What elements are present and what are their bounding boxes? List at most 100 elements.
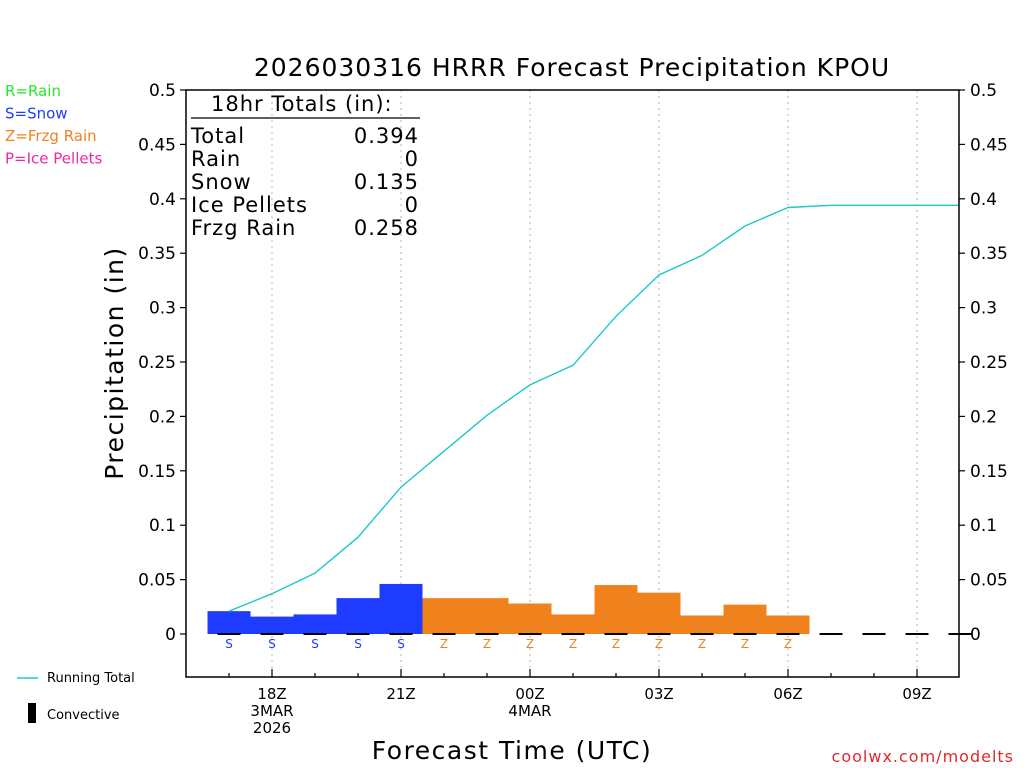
y-axis-left: 0 0.05 0.1 0.15 0.2 0.25 0.3 0.35 0.4 0.45 0.5 bbox=[138, 81, 186, 645]
type-legend-item: Z=Frzg Rain bbox=[5, 127, 97, 145]
precip-type-letter: Z bbox=[741, 637, 749, 651]
precip-type-letter: Z bbox=[483, 637, 491, 651]
totals-header: 18hr Totals (in): bbox=[211, 92, 393, 116]
x-tick-label: 06Z bbox=[773, 685, 802, 703]
totals-row-value: 0 bbox=[405, 193, 419, 217]
convective-bar bbox=[432, 633, 456, 635]
x-tick-label: 21Z bbox=[386, 685, 415, 703]
convective-bar bbox=[346, 633, 370, 635]
y-tick-label-right: 0.4 bbox=[970, 190, 997, 210]
y-tick-label-right: 0.1 bbox=[970, 516, 997, 536]
type-legend-item: S=Snow bbox=[5, 105, 68, 123]
convective-legend-label: Convective bbox=[47, 708, 120, 723]
y-tick-label-left: 0.15 bbox=[138, 462, 176, 482]
precip-bar bbox=[207, 611, 251, 634]
x-tick-label: 4MAR bbox=[508, 702, 551, 720]
precip-bar bbox=[594, 585, 638, 634]
convective-bar bbox=[647, 633, 671, 635]
type-legend-item: P=Ice Pellets bbox=[5, 150, 102, 168]
y-tick-label-right: 0.35 bbox=[970, 244, 1008, 264]
precip-bar bbox=[422, 598, 466, 634]
x-axis-label: Forecast Time (UTC) bbox=[372, 736, 652, 765]
y-tick-label-left: 0.3 bbox=[149, 299, 176, 319]
precip-type-letter: Z bbox=[612, 637, 620, 651]
grid-lines bbox=[271, 90, 918, 677]
y-tick-label-right: 0.05 bbox=[970, 571, 1008, 591]
convective-bar bbox=[217, 633, 241, 635]
convective-bar bbox=[389, 633, 413, 635]
convective-bars bbox=[217, 633, 972, 635]
totals-row-label: Snow bbox=[191, 170, 252, 194]
precip-bar bbox=[336, 598, 380, 634]
y-tick-label-left: 0.05 bbox=[138, 571, 176, 591]
convective-legend-swatch bbox=[28, 703, 36, 723]
precip-type-letter: Z bbox=[440, 637, 448, 651]
convective-bar bbox=[690, 633, 714, 635]
totals-row-label: Ice Pellets bbox=[191, 193, 308, 217]
totals-row-label: Rain bbox=[191, 147, 241, 171]
precip-type-letter: S bbox=[225, 637, 233, 651]
x-tick-label: 3MAR bbox=[250, 702, 293, 720]
x-tick-label: 00Z bbox=[515, 685, 544, 703]
precip-bar bbox=[680, 615, 724, 634]
y-tick-label-right: 0.45 bbox=[970, 135, 1008, 155]
x-tick-label: 03Z bbox=[644, 685, 673, 703]
convective-bar bbox=[776, 633, 800, 635]
convective-bar bbox=[905, 633, 929, 635]
type-legend-item: R=Rain bbox=[5, 82, 61, 100]
precip-bar bbox=[723, 604, 767, 634]
running-total-line bbox=[228, 204, 959, 612]
precip-bar bbox=[465, 598, 509, 634]
totals-rows: Total 0.394 Rain 0 Snow 0.135 Ice Pellets 0 Frzg… bbox=[190, 124, 419, 240]
precip-bar bbox=[508, 603, 552, 634]
chart-title: 2026030316 HRRR Forecast Precipitation K… bbox=[254, 53, 890, 82]
precip-bar bbox=[637, 592, 681, 634]
convective-bar bbox=[862, 633, 886, 635]
y-tick-label-left: 0.1 bbox=[149, 516, 176, 536]
precip-type-legend: R=Rain S=Snow Z=Frzg Rain P=Ice Pellets bbox=[5, 82, 102, 168]
precip-type-letter: S bbox=[268, 637, 276, 651]
credit-text: coolwx.com/modelts bbox=[832, 747, 1014, 766]
y-axis-label: Precipitation (in) bbox=[100, 246, 129, 480]
precip-bar bbox=[250, 616, 294, 634]
totals-row-value: 0.135 bbox=[354, 170, 419, 194]
totals-row-value: 0 bbox=[405, 147, 419, 171]
x-tick-label: 09Z bbox=[902, 685, 931, 703]
y-tick-label-left: 0.25 bbox=[138, 353, 176, 373]
y-tick-label-right: 0.15 bbox=[970, 462, 1008, 482]
y-axis-right: 0 0.05 0.1 0.15 0.2 0.25 0.3 0.35 0.4 0.45 0.5 bbox=[959, 81, 1008, 645]
convective-bar bbox=[303, 633, 327, 635]
totals-row-label: Total bbox=[190, 124, 245, 148]
convective-bar bbox=[819, 633, 843, 635]
x-tick-label: 18Z bbox=[257, 685, 286, 703]
convective-bar bbox=[475, 633, 499, 635]
running-total-legend-label: Running Total bbox=[47, 671, 135, 686]
convective-bar bbox=[260, 633, 284, 635]
plot-frame bbox=[185, 89, 960, 678]
x-tick-label: 2026 bbox=[253, 719, 291, 737]
y-tick-label-left: 0.5 bbox=[149, 81, 176, 101]
y-tick-label-left: 0.45 bbox=[138, 135, 176, 155]
precip-type-letter: Z bbox=[784, 637, 792, 651]
precip-type-letter: S bbox=[311, 637, 319, 651]
convective-bar bbox=[561, 633, 585, 635]
y-tick-label-left: 0.4 bbox=[149, 190, 176, 210]
y-tick-label-right: 0.25 bbox=[970, 353, 1008, 373]
y-tick-label-right: 0 bbox=[970, 625, 981, 645]
precip-bars bbox=[207, 583, 810, 634]
totals-row-value: 0.258 bbox=[354, 216, 419, 240]
precip-bar bbox=[379, 583, 423, 634]
y-tick-label-right: 0.3 bbox=[970, 299, 997, 319]
totals-row-label: Frzg Rain bbox=[191, 216, 296, 240]
precip-type-letter: S bbox=[397, 637, 405, 651]
precip-type-letter: Z bbox=[526, 637, 534, 651]
precip-bar bbox=[766, 615, 810, 634]
y-tick-label-right: 0.5 bbox=[970, 81, 997, 101]
precip-type-letter: S bbox=[354, 637, 362, 651]
precip-type-letter: Z bbox=[655, 637, 663, 651]
y-tick-label-left: 0.35 bbox=[138, 244, 176, 264]
y-tick-label-left: 0.2 bbox=[149, 407, 176, 427]
